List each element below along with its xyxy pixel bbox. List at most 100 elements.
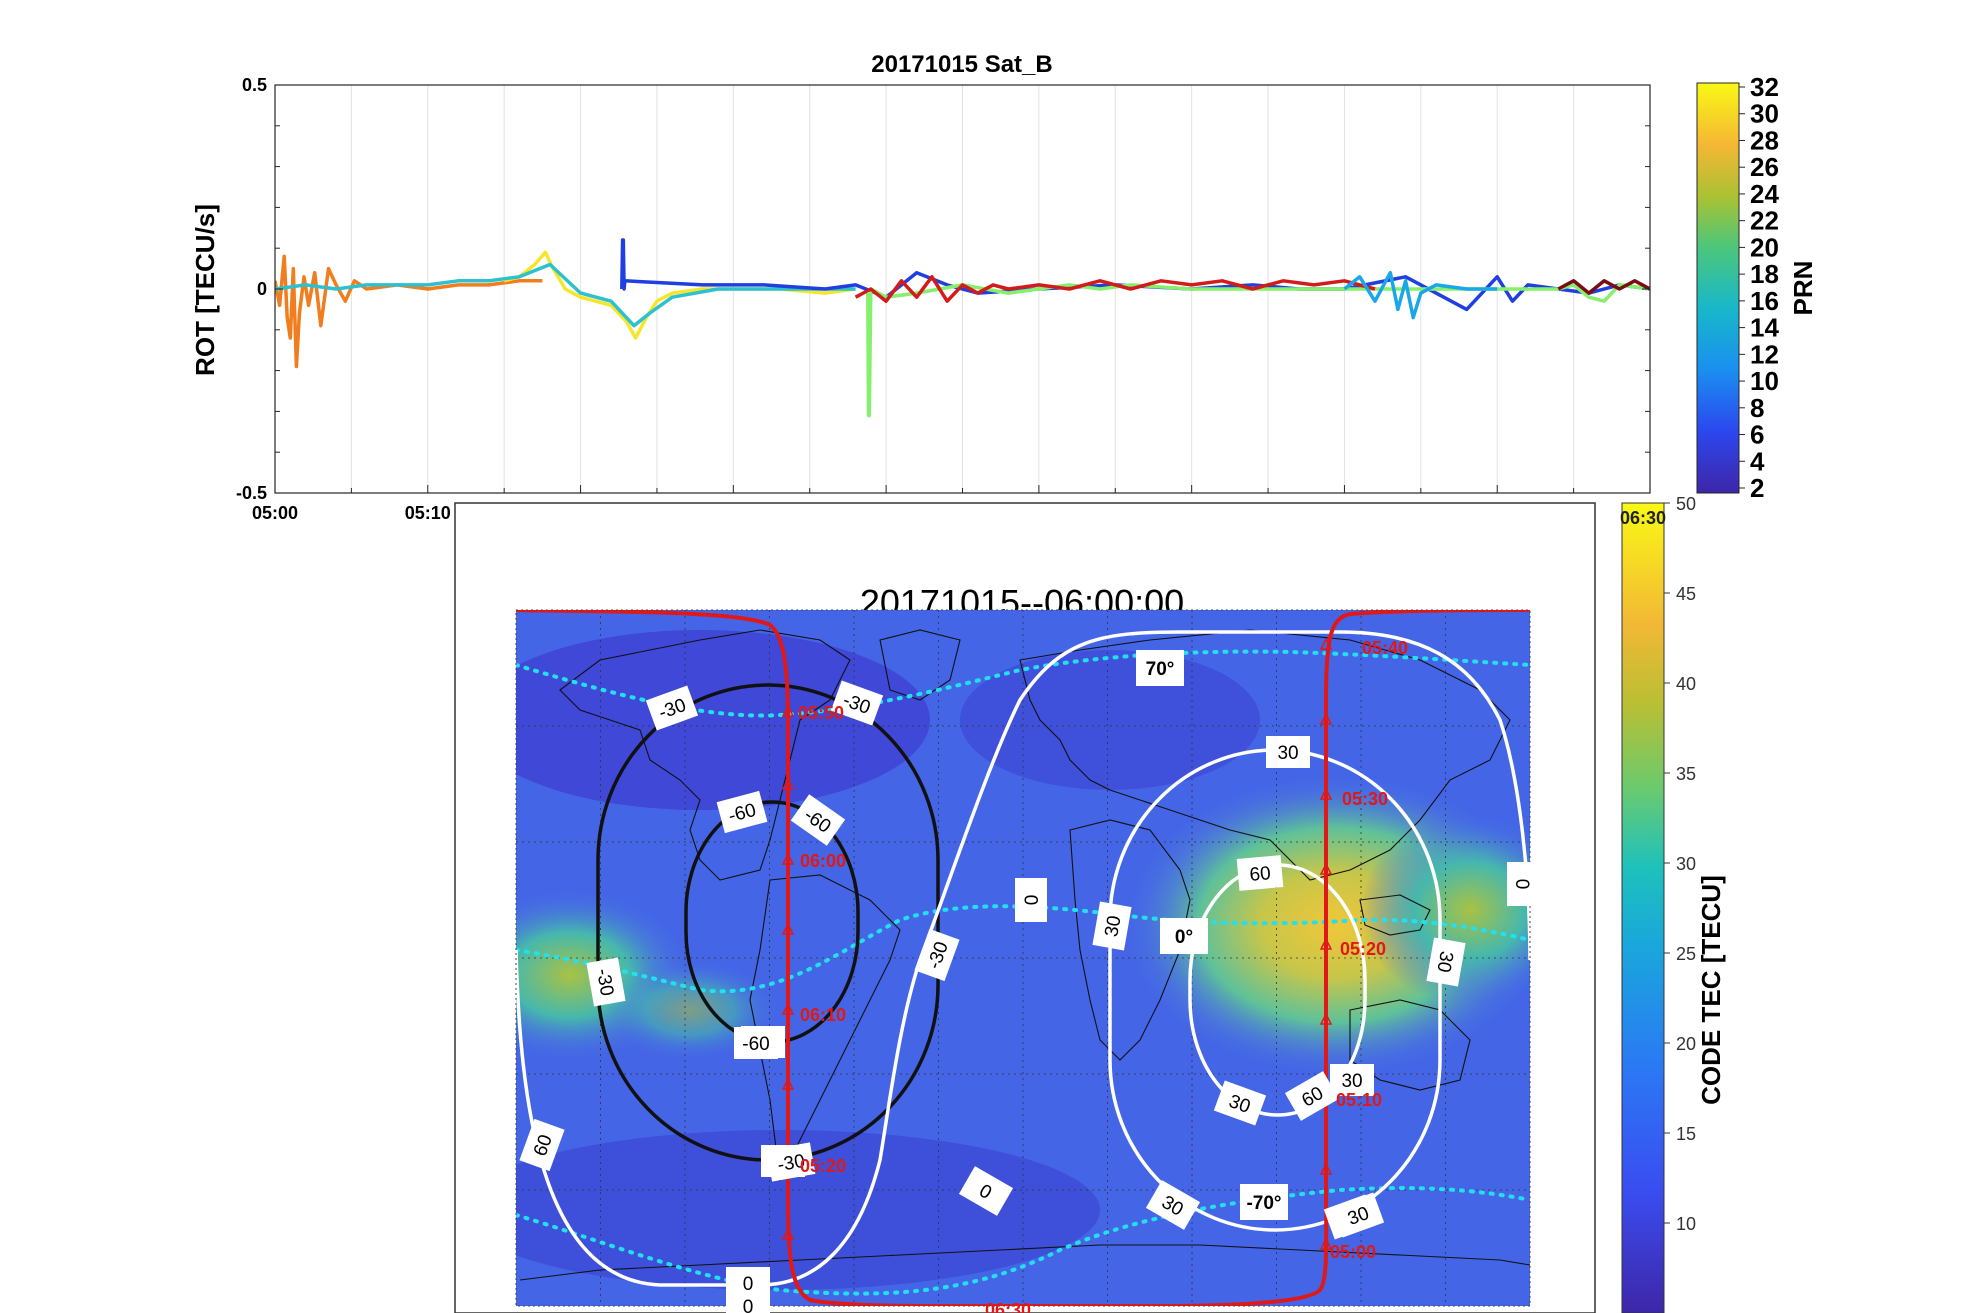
contour-label: 30 [1092, 901, 1132, 951]
latitude-label-text: 0° [1175, 927, 1193, 948]
track-marker [1319, 712, 1333, 725]
latitude-label: 0° [1160, 918, 1208, 954]
track-marker [781, 922, 795, 935]
track-time-label: 06:30 [985, 1300, 1031, 1313]
contour-label-box [726, 1267, 770, 1299]
contour-label: -30 [766, 1142, 816, 1182]
prn-tick-label: 6 [1750, 420, 1764, 450]
prn-tick-label: 32 [1750, 72, 1779, 102]
contour-label-text: 30 [1432, 950, 1456, 974]
tec-colorbar-label: CODE TEC [TECU] [1696, 875, 1726, 1105]
track-marker [1319, 787, 1333, 800]
contour-label: -30 [830, 680, 884, 726]
contour-label-box [766, 1142, 816, 1182]
contour-label: 60 [1236, 855, 1284, 891]
latitude-label-text: 70° [1146, 659, 1175, 680]
prn-tick-label: 4 [1750, 446, 1765, 476]
contour-label: -60 [790, 794, 846, 846]
contour-label-box [1236, 855, 1284, 891]
track-marker [781, 1002, 795, 1015]
tec-colorbar-ticks: 10 15 20 25 30 35 40 45 50 [1664, 494, 1696, 1234]
contour-label-box [1015, 878, 1047, 922]
prn-colorbar-label: PRN [1788, 261, 1818, 316]
contour-label-text: 0 [1511, 879, 1532, 890]
map-frame [515, 609, 1531, 1307]
contour-label-box [1092, 901, 1132, 951]
prn-tick-label: 18 [1750, 259, 1779, 289]
track-marker [1319, 1012, 1333, 1025]
track-marker [1319, 637, 1333, 650]
contour-label: -30 [645, 685, 699, 731]
contour-label: 60 [519, 1118, 565, 1172]
prn-tick-label: 2 [1750, 473, 1764, 503]
prn-tick-label: 26 [1750, 152, 1779, 182]
rot-y-tick-label: 0.5 [242, 75, 267, 95]
contour-label-text: 30 [1277, 743, 1298, 764]
track-marker [781, 704, 795, 717]
latitude-label-text: -70° [1246, 1193, 1281, 1214]
tec-low-region [516, 630, 930, 810]
contour-label-text: 60 [1249, 863, 1272, 886]
contour-label-text: 30 [1101, 914, 1125, 938]
contour-label: 0 [1507, 862, 1539, 906]
latitude-label-box [1160, 918, 1208, 954]
contour-label-box [519, 1118, 565, 1172]
tec-tick-label: 25 [1676, 944, 1696, 964]
prn-tick-label: 30 [1750, 99, 1779, 129]
contour-label-box [790, 794, 846, 846]
prn-tick-label: 22 [1750, 206, 1779, 236]
contour-label-box [830, 680, 884, 726]
satellite-track [516, 610, 1530, 1306]
tec-colorbar: 06:30 10 15 20 25 30 35 40 45 50 CODE TEC [TECU] [1620, 494, 1726, 1313]
contour-label: -30 [586, 957, 626, 1007]
contour-label-text: -30 [776, 1151, 807, 1176]
contour-labels: -30-3030-60-60-30-30030030306003060600-3… [519, 680, 1539, 1313]
tec-tick-label: 15 [1676, 1124, 1696, 1144]
coastlines [519, 629, 1530, 1281]
tec-map-panel: 20171015--06:00:00 [454, 502, 1596, 1313]
track-marker [1319, 862, 1333, 875]
contour-label: 0 [1015, 878, 1047, 922]
latitude-label-box [1240, 1184, 1288, 1220]
contour-label-box [734, 1027, 778, 1059]
contour-label-box [645, 685, 699, 731]
contour-label-box [958, 1166, 1014, 1216]
contour-label: 30 [1331, 1192, 1385, 1238]
prn-tick-label: 12 [1750, 339, 1779, 369]
contour-label-box [1507, 862, 1539, 906]
contour-label: 30 [1266, 736, 1310, 768]
tec-tick-label: 35 [1676, 764, 1696, 784]
contour-label-text: 0 [743, 1274, 754, 1295]
track-time-label: 05:40 [1362, 638, 1408, 658]
rot-series-prn-26 [275, 254, 543, 369]
contour-label: 30 [1145, 1180, 1201, 1230]
tec-colorbar-gradient [1622, 503, 1664, 1313]
tec-warm-region-east [1360, 815, 1530, 1005]
rot-series-prn-2 [1557, 279, 1650, 295]
track-marker [781, 1077, 795, 1090]
rot-plot: 20171015 Sat_B 0.50-0.5 05:0005:1005:200… [190, 51, 1651, 523]
track-marker [1319, 937, 1333, 950]
contour-label-box [914, 928, 960, 982]
latitude-label: -70° [1240, 1184, 1288, 1220]
track-marker [781, 777, 795, 790]
tec-tick-label: 45 [1676, 584, 1696, 604]
track-marker [1319, 1237, 1333, 1250]
rot-x-tick-label: 05:00 [252, 503, 298, 523]
tec-tick-label: 50 [1676, 494, 1696, 514]
rot-y-tick-label: 0 [257, 279, 267, 299]
contour-label: 30 [1213, 1080, 1267, 1126]
contour-label-box [1330, 1064, 1374, 1096]
contour-label: 0 [726, 1267, 770, 1299]
contour-label-box [1266, 736, 1310, 768]
track-time-label: 05:00 [1330, 1242, 1376, 1262]
contour-label: 30 [1330, 1064, 1374, 1096]
contour-label: -30 [914, 928, 960, 982]
rot-series-prn-32 [854, 275, 1376, 303]
rot-series-group [275, 238, 1650, 418]
tec-tick-label: 40 [1676, 674, 1696, 694]
track-time-labels: 05:40 05:50 05:30 06:00 05:20 06:10 05:10 05:20… [798, 638, 1408, 1313]
tec-current-time: 06:30 [1620, 508, 1666, 528]
